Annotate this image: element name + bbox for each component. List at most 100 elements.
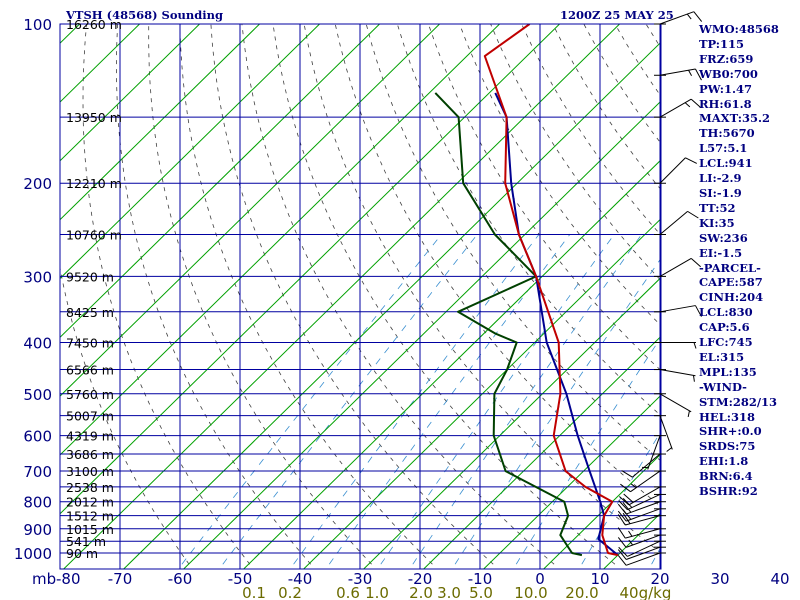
wind-barb-staff (659, 11, 694, 25)
index-item: KI:35 (699, 215, 735, 230)
mixing-ratio-label: 2.0 (409, 584, 433, 600)
dewpoint-line (434, 92, 583, 557)
wind-barb-flag (617, 514, 626, 526)
index-item: EHI:1.8 (699, 454, 749, 469)
wind-barb-half-flag (692, 375, 695, 382)
wind-barb-staff (630, 470, 661, 493)
index-item: SI:-1.9 (699, 185, 742, 200)
index-item: BRN:6.4 (699, 469, 753, 484)
wind-barb-flag (622, 502, 632, 513)
height-label: 1015 m (66, 522, 114, 537)
height-label: 12210 m (66, 176, 122, 191)
index-item: BSHR:92 (699, 484, 758, 499)
temperature-tick-label: 10 (590, 570, 609, 588)
wind-barb-flag (618, 500, 628, 510)
temperature-tick-label: -70 (108, 570, 133, 588)
index-item: WB0:700 (699, 66, 758, 81)
wind-barb-flag (690, 98, 701, 108)
pressure-label: 500 (23, 386, 52, 404)
index-item: TH:5670 (699, 126, 755, 141)
index-item: PW:1.47 (699, 81, 753, 96)
isotherm (123, 41, 661, 569)
isotherm (183, 100, 661, 569)
wind-barb-staff (659, 393, 692, 413)
wind-barb-staff (659, 305, 696, 313)
index-item: CAP:5.6 (699, 320, 750, 335)
wind-barb-half-flag (693, 342, 697, 349)
height-label: 4319 m (66, 429, 114, 444)
height-label: 9520 m (66, 269, 114, 284)
height-label: 5760 m (66, 387, 114, 402)
dry-adiabat (428, 24, 661, 372)
wind-barb (617, 552, 661, 566)
index-item: TP:115 (699, 36, 745, 51)
wind-barb (659, 11, 703, 25)
wind-barb-staff (659, 369, 696, 377)
wind-barb-staff (659, 68, 696, 76)
height-label: 6566 m (66, 363, 114, 378)
index-item: SHR+:0.0 (699, 424, 762, 439)
isotherm (60, 24, 260, 221)
isotherm (303, 217, 661, 569)
temperature-tick-label: -50 (228, 570, 253, 588)
wind-barb-staff (628, 486, 661, 506)
dry-adiabat (210, 24, 494, 565)
pressure-label: 600 (23, 428, 52, 446)
wind-barb-staff (625, 515, 661, 526)
index-item: CAPE:587 (699, 275, 763, 290)
wind-barb-half-flag (628, 539, 634, 546)
index-item: HEL:318 (699, 409, 755, 424)
wind-barb-staff (659, 157, 686, 184)
index-item: WMO:48568 (699, 22, 779, 36)
pressure-label: 100 (23, 16, 52, 34)
height-label: 541 m (66, 534, 106, 549)
wind-barb-flag (693, 11, 703, 22)
height-label: 16260 m (66, 17, 122, 32)
wind-barb-half-flag (686, 13, 692, 20)
dry-adiabat (179, 24, 433, 565)
index-item: EI:-1.5 (699, 245, 743, 260)
mixing-ratio-label: 5.0 (469, 584, 493, 600)
wind-barb (619, 486, 661, 506)
index-item: TT:52 (699, 200, 736, 215)
temperature-tick-label: 40 (770, 570, 789, 588)
wind-barb (617, 527, 661, 539)
temperature-line (483, 24, 619, 557)
stability-indices-list: WMO:48568 TP:115 FRZ:659 WB0:700 PW:1.47 RH:6… (699, 22, 779, 499)
mixing-ratio-label: 0.6 (336, 584, 360, 600)
sounding-time: 1200Z 25 MAY 25 (560, 8, 674, 22)
temperature-tick-label: -10 (468, 570, 493, 588)
wind-barb-staff (626, 552, 661, 566)
station-title: VTSH (48568) Sounding (65, 8, 223, 22)
wind-barb (617, 512, 661, 526)
height-label: 5007 m (66, 409, 114, 424)
wind-barb-flag (620, 483, 631, 493)
wind-barb-staff (627, 493, 661, 511)
wind-barb-flag (622, 512, 631, 524)
mixing-ratio-label: 0.1 (242, 584, 266, 600)
wind-barb-flag (695, 68, 702, 81)
mixing-ratio-label: 1.0 (365, 584, 389, 600)
dry-adiabat (303, 24, 661, 554)
wind-barb-flag (621, 470, 633, 478)
height-label: 2538 m (66, 480, 114, 495)
wind-barb-flag (623, 493, 634, 503)
wind-barb-staff (626, 534, 661, 548)
wind-barb-staff (659, 98, 692, 118)
isotherm (60, 24, 320, 280)
wind-barb-half-flag (630, 483, 637, 489)
wind-barb (617, 501, 661, 515)
wind-barb-flag (617, 510, 627, 522)
wind-barb (620, 470, 661, 493)
temperature-tick-label: -40 (288, 570, 313, 588)
height-label: 10760 m (66, 228, 122, 243)
height-label: 1512 m (66, 509, 114, 524)
isotherm (60, 24, 500, 456)
isotherm (423, 335, 661, 569)
isotherm (60, 24, 380, 339)
mixing-ratio-line (328, 234, 571, 565)
wind-barb-flag (618, 546, 628, 557)
wind-barb-half-flag (687, 410, 690, 418)
index-item: LCL:830 (699, 305, 753, 320)
dry-adiabat (148, 24, 372, 565)
